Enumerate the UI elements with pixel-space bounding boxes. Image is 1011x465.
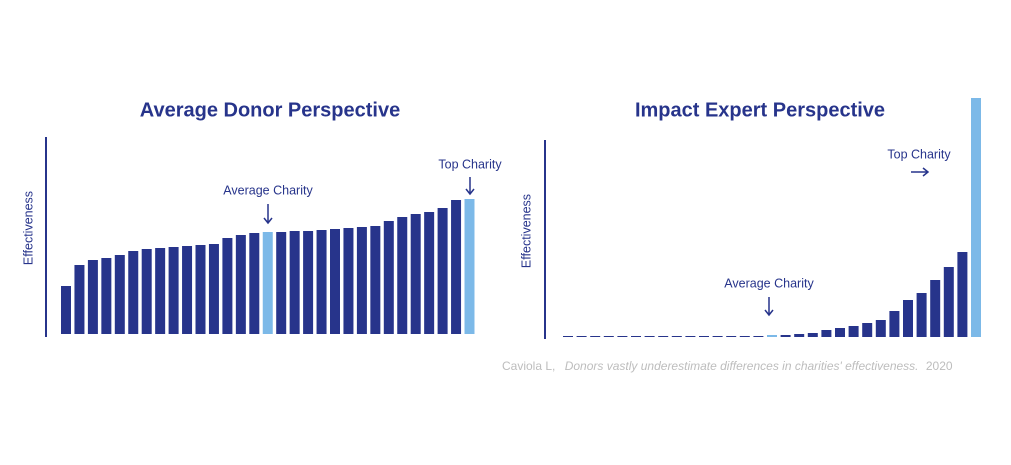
y-axis-label: Effectiveness — [21, 191, 35, 265]
source-year: 2020 — [926, 359, 953, 373]
source-author: Caviola L, — [502, 359, 555, 373]
bar — [276, 232, 287, 334]
bar — [903, 300, 913, 337]
arrow — [911, 167, 930, 177]
bar — [603, 336, 614, 337]
bar — [821, 330, 832, 337]
bar — [303, 231, 314, 334]
bar — [424, 212, 435, 334]
annotation: Average Charity — [724, 276, 814, 290]
bar — [410, 214, 421, 334]
y-axis-label: Effectiveness — [519, 194, 533, 268]
bar — [726, 336, 737, 337]
bar — [644, 336, 655, 337]
bar — [930, 280, 941, 337]
bar — [74, 265, 85, 334]
bar — [61, 286, 71, 334]
annotation: Average Charity — [223, 183, 313, 197]
bar — [739, 336, 750, 337]
bar — [168, 247, 179, 334]
bar — [753, 336, 764, 337]
bar — [343, 228, 354, 334]
annotation: Top Charity — [438, 157, 502, 171]
bar — [316, 230, 327, 334]
bar — [235, 235, 246, 334]
bar — [889, 311, 900, 337]
bar — [780, 335, 791, 337]
bar — [464, 199, 475, 334]
bar — [101, 258, 112, 334]
bar — [141, 249, 152, 334]
annotation: Top Charity — [887, 147, 951, 161]
bar — [576, 336, 587, 337]
bar — [617, 336, 628, 337]
bar — [249, 233, 260, 334]
bar — [222, 238, 233, 334]
bar — [330, 229, 340, 334]
bar — [208, 244, 219, 334]
bar — [671, 336, 682, 337]
arrow — [465, 177, 475, 196]
bar — [943, 267, 954, 337]
bar — [685, 336, 696, 337]
bar — [370, 226, 381, 334]
bar — [794, 334, 805, 337]
source-title: Donors vastly underestimate differences … — [565, 359, 919, 373]
bar — [155, 248, 166, 334]
bar — [875, 320, 886, 337]
bar — [957, 252, 968, 337]
bar — [835, 328, 845, 337]
bar — [397, 217, 408, 334]
bar — [807, 333, 818, 337]
bar — [862, 323, 873, 337]
bar — [699, 336, 709, 337]
bar — [712, 336, 723, 337]
bar — [437, 208, 448, 334]
bar — [383, 221, 394, 334]
bar — [590, 336, 601, 337]
chart-title: Impact Expert Perspective — [635, 99, 885, 121]
bar — [848, 326, 859, 337]
bar — [916, 293, 927, 337]
bar — [356, 227, 367, 334]
bar — [563, 336, 573, 337]
bar — [971, 98, 981, 337]
bar — [182, 246, 193, 334]
bar — [128, 251, 139, 334]
bar — [451, 200, 462, 334]
arrow — [764, 297, 774, 317]
bar — [631, 336, 641, 337]
bar — [767, 335, 777, 337]
bar — [262, 232, 273, 334]
arrow — [263, 204, 273, 225]
bar — [195, 245, 206, 334]
bar — [114, 255, 125, 334]
bar — [87, 260, 98, 334]
bar — [289, 231, 300, 334]
chart-title: Average Donor Perspective — [140, 99, 400, 121]
bar — [658, 336, 669, 337]
source: Caviola L, Donors vastly underestimate d… — [502, 359, 953, 373]
